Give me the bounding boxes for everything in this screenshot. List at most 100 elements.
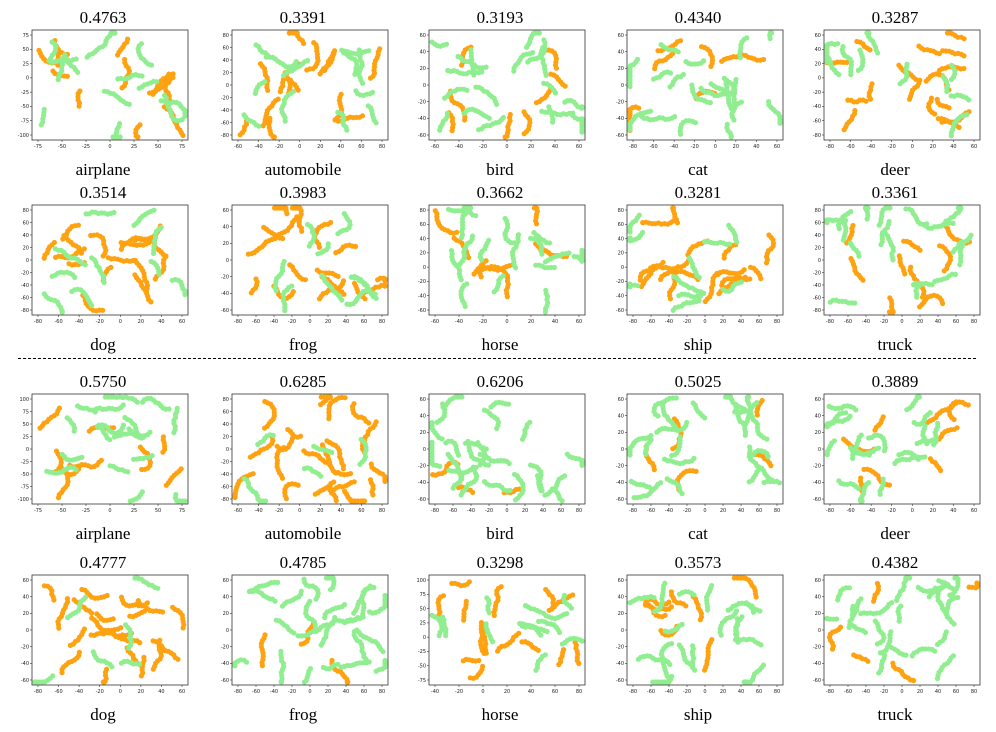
panel-class-label: cat — [688, 524, 708, 543]
panel-class-label: airplane — [75, 524, 131, 543]
x-tick-label: 20 — [325, 689, 331, 695]
point-class-b — [319, 272, 325, 278]
point-class-b — [733, 76, 739, 83]
tsne-panel-cat: 0.5025 -80 -60 -40 -20 0 20 40 60 80 60 40 20 0 -20 -40… — [603, 372, 793, 548]
point-class-b — [382, 592, 388, 599]
point-class-b — [949, 62, 955, 68]
y-tick-label: 20 — [23, 611, 29, 617]
point-class-b — [879, 230, 886, 236]
x-tick-label: 80 — [379, 319, 385, 325]
y-tick-label: -60 — [813, 295, 821, 301]
point-class-a — [887, 309, 893, 315]
y-tick-label: 60 — [223, 409, 229, 415]
panel-score: 0.3573 — [674, 553, 722, 572]
point-class-b — [824, 59, 830, 65]
y-tick-label: 20 — [618, 430, 624, 436]
point-class-b — [674, 426, 680, 432]
x-tick-label: -20 — [479, 144, 487, 150]
point-class-b — [182, 113, 188, 119]
point-class-b — [848, 209, 854, 215]
point-class-a — [160, 434, 166, 440]
point-class-a — [110, 425, 117, 431]
y-tick-label: -25 — [418, 649, 426, 655]
point-class-a — [162, 254, 168, 260]
x-tick-label: -60 — [234, 144, 242, 150]
point-class-b — [726, 241, 733, 247]
point-class-b — [948, 93, 954, 99]
point-class-b — [445, 206, 452, 212]
point-class-b — [679, 491, 685, 497]
point-class-a — [290, 289, 296, 295]
x-tick-label: -80 — [431, 508, 439, 514]
point-class-b — [546, 240, 553, 246]
point-class-b — [522, 603, 529, 609]
point-class-b — [429, 420, 435, 426]
y-tick-label: 75 — [23, 33, 29, 39]
point-class-b — [627, 229, 633, 235]
point-class-a — [292, 217, 298, 223]
point-class-a — [721, 255, 727, 261]
point-class-a — [940, 48, 946, 54]
point-class-a — [850, 222, 856, 229]
y-tick-label: -50 — [21, 104, 29, 110]
panel-score: 0.4763 — [79, 8, 127, 27]
y-tick-label: -100 — [18, 497, 29, 503]
point-class-b — [486, 237, 492, 243]
point-class-b — [881, 448, 887, 454]
x-tick-label: 20 — [138, 689, 144, 695]
panel-score: 0.4785 — [279, 553, 327, 572]
point-class-a — [150, 666, 156, 672]
y-tick-label: -25 — [21, 459, 29, 465]
point-class-a — [359, 113, 366, 119]
y-tick-label: 0 — [226, 628, 229, 634]
y-tick-label: -20 — [221, 459, 229, 465]
x-tick-label: -80 — [34, 319, 42, 325]
point-class-b — [475, 440, 481, 446]
x-tick-label: 0 — [308, 689, 311, 695]
point-class-b — [140, 434, 147, 440]
y-tick-label: -50 — [418, 664, 426, 670]
y-tick-label: 20 — [815, 245, 821, 251]
tsne-panel-bird: 0.3193 -60 -40 -20 0 20 40 60 60 40 20 0 -20 -40 -60 bi… — [405, 8, 595, 184]
y-tick-label: 80 — [618, 208, 624, 214]
point-class-b — [824, 452, 830, 458]
x-tick-label: 0 — [505, 508, 508, 514]
x-tick-label: 60 — [361, 689, 367, 695]
panel-score: 0.3298 — [476, 553, 524, 572]
point-class-a — [118, 594, 125, 600]
x-tick-label: -20 — [888, 144, 896, 150]
point-class-a — [467, 675, 473, 681]
point-class-b — [450, 485, 456, 491]
y-tick-label: -20 — [21, 270, 29, 276]
y-tick-label: 100 — [19, 397, 29, 403]
panel-score: 0.3514 — [79, 183, 127, 202]
panel-score: 0.5750 — [79, 372, 127, 391]
tsne-panel-horse: 0.3662 -60 -40 -20 0 20 40 60 80 60 40 20 0 -20 -40 -60… — [405, 183, 595, 359]
point-class-b — [491, 289, 497, 295]
point-class-a — [271, 205, 278, 211]
point-class-b — [579, 104, 585, 110]
y-tick-label: 60 — [23, 220, 29, 226]
y-tick-label: -80 — [21, 308, 29, 314]
point-class-a — [100, 307, 106, 313]
y-tick-label: -75 — [418, 678, 426, 684]
y-tick-label: 40 — [223, 224, 229, 230]
y-tick-label: -20 — [418, 99, 426, 105]
point-class-a — [683, 603, 689, 609]
point-class-b — [75, 69, 81, 75]
point-class-b — [855, 485, 862, 492]
point-class-b — [513, 265, 519, 271]
x-tick-label: 60 — [971, 144, 977, 150]
point-class-b — [446, 467, 452, 473]
point-class-b — [651, 76, 657, 82]
point-class-b — [488, 404, 494, 410]
y-tick-label: -60 — [616, 133, 624, 139]
y-tick-label: 0 — [423, 635, 426, 641]
point-class-b — [570, 110, 576, 116]
point-class-b — [458, 235, 465, 241]
y-tick-label: -75 — [21, 484, 29, 490]
point-class-b — [915, 456, 921, 462]
tsne-panel-automobile: 0.3391 -60 -40 -20 0 20 40 60 80 80 60 40 20 0 -20 -40-… — [208, 8, 398, 184]
point-class-b — [670, 307, 676, 313]
